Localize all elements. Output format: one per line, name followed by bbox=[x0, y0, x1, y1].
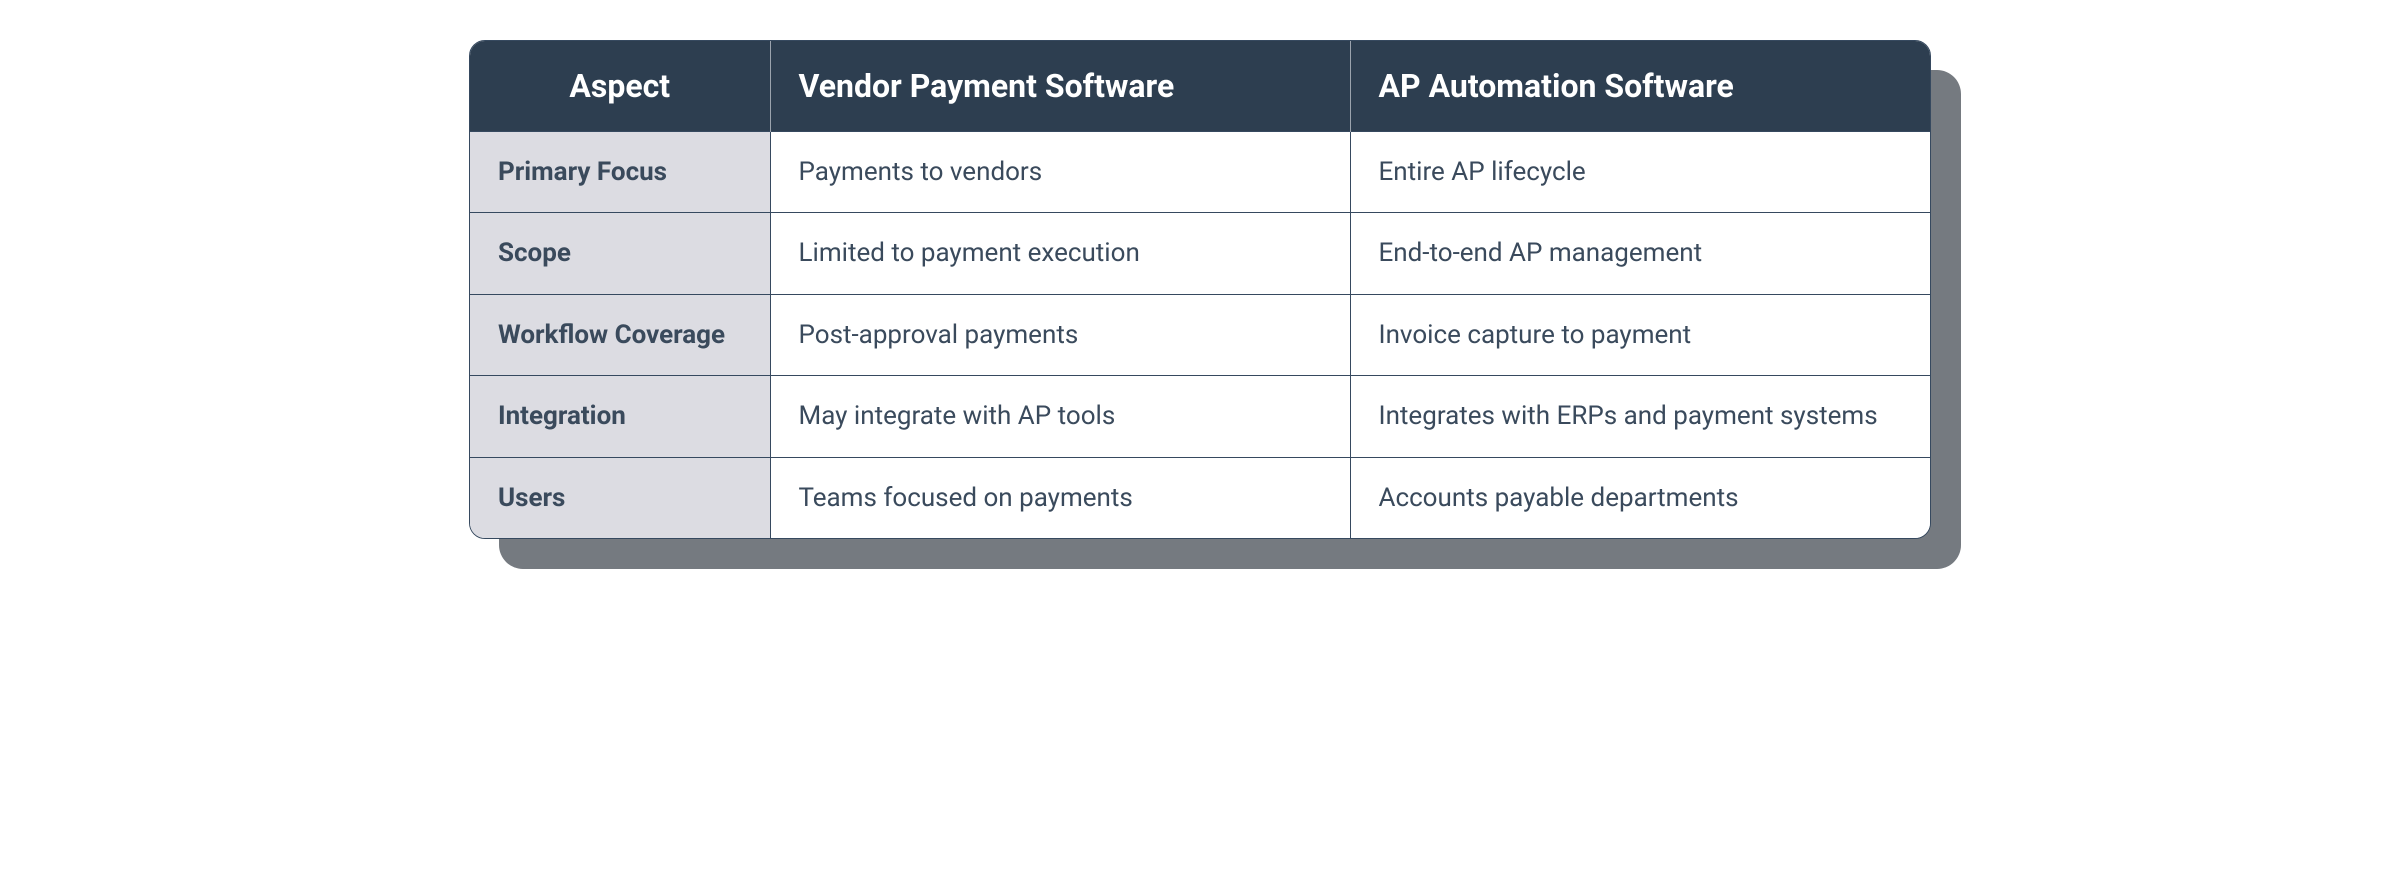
vendor-cell: Post-approval payments bbox=[770, 294, 1350, 375]
vendor-cell: May integrate with AP tools bbox=[770, 376, 1350, 457]
vendor-cell: Payments to vendors bbox=[770, 132, 1350, 213]
vendor-cell: Teams focused on payments bbox=[770, 457, 1350, 538]
aspect-cell: Scope bbox=[470, 213, 770, 294]
ap-cell: End-to-end AP management bbox=[1350, 213, 1930, 294]
header-vendor: Vendor Payment Software bbox=[770, 41, 1350, 132]
aspect-cell: Integration bbox=[470, 376, 770, 457]
header-aspect: Aspect bbox=[470, 41, 770, 132]
aspect-cell: Primary Focus bbox=[470, 132, 770, 213]
vendor-cell: Limited to payment execution bbox=[770, 213, 1350, 294]
table-row: Scope Limited to payment execution End-t… bbox=[470, 213, 1930, 294]
comparison-table: Aspect Vendor Payment Software AP Automa… bbox=[470, 41, 1930, 538]
comparison-table-container: Aspect Vendor Payment Software AP Automa… bbox=[469, 40, 1931, 539]
table-row: Workflow Coverage Post-approval payments… bbox=[470, 294, 1930, 375]
table-header-row: Aspect Vendor Payment Software AP Automa… bbox=[470, 41, 1930, 132]
ap-cell: Accounts payable departments bbox=[1350, 457, 1930, 538]
aspect-cell: Users bbox=[470, 457, 770, 538]
ap-cell: Integrates with ERPs and payment systems bbox=[1350, 376, 1930, 457]
aspect-cell: Workflow Coverage bbox=[470, 294, 770, 375]
table-row: Integration May integrate with AP tools … bbox=[470, 376, 1930, 457]
header-ap: AP Automation Software bbox=[1350, 41, 1930, 132]
table-frame: Aspect Vendor Payment Software AP Automa… bbox=[469, 40, 1931, 539]
ap-cell: Invoice capture to payment bbox=[1350, 294, 1930, 375]
ap-cell: Entire AP lifecycle bbox=[1350, 132, 1930, 213]
table-row: Primary Focus Payments to vendors Entire… bbox=[470, 132, 1930, 213]
table-row: Users Teams focused on payments Accounts… bbox=[470, 457, 1930, 538]
